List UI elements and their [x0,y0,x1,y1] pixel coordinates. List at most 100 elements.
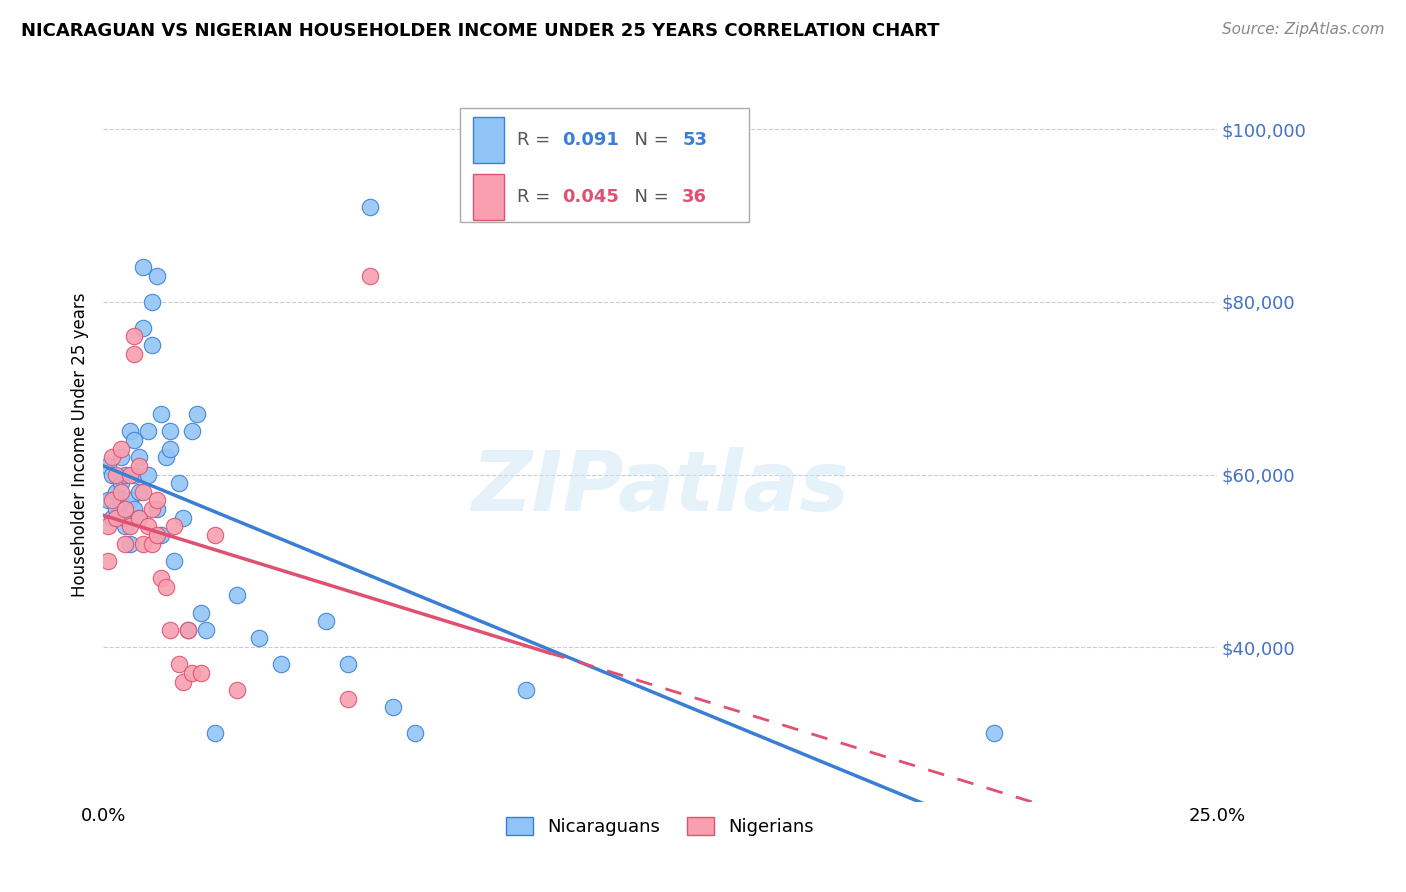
Point [97,519,120,533]
Point [315,614,337,628]
Point [128,510,150,524]
Point [132,484,155,499]
Point [181,665,204,680]
Text: N =: N = [623,188,675,206]
Point [141,295,163,310]
Point [163,519,186,533]
Point [186,407,208,421]
Point [136,519,159,533]
Point [181,425,204,439]
Point [114,502,136,516]
Point [124,502,146,516]
Point [124,347,146,361]
FancyBboxPatch shape [460,108,749,222]
Point [167,657,190,672]
Point [97,554,120,568]
Point [114,519,136,533]
Text: NICARAGUAN VS NIGERIAN HOUSEHOLDER INCOME UNDER 25 YEARS CORRELATION CHART: NICARAGUAN VS NIGERIAN HOUSEHOLDER INCOM… [21,22,939,40]
Point [359,200,381,214]
Point [128,458,150,473]
Text: 53: 53 [682,131,707,149]
Point [159,623,181,637]
Point [101,450,124,465]
Point [163,554,186,568]
Point [270,657,292,672]
Point [118,536,141,550]
Point [159,425,181,439]
Point [128,484,150,499]
Point [225,588,247,602]
Point [114,536,136,550]
Point [101,493,124,508]
Point [145,269,167,284]
Point [105,502,128,516]
Point [118,467,141,482]
Point [150,407,173,421]
Point [167,476,190,491]
Point [204,726,226,740]
Point [204,528,226,542]
Point [145,528,167,542]
Point [159,442,181,456]
Point [404,726,426,740]
Point [110,493,132,508]
Point [110,484,132,499]
FancyBboxPatch shape [472,117,505,163]
Point [172,510,194,524]
Point [145,502,167,516]
Y-axis label: Householder Income Under 25 years: Householder Income Under 25 years [72,292,89,597]
Point [141,338,163,352]
Point [337,657,360,672]
Point [172,674,194,689]
Point [128,450,150,465]
Point [177,623,200,637]
Text: R =: R = [517,131,557,149]
Point [132,536,155,550]
Point [118,519,141,533]
Point [105,510,128,524]
Point [132,260,155,275]
Point [101,510,124,524]
Point [983,726,1005,740]
Point [177,623,200,637]
Text: N =: N = [623,131,675,149]
Point [124,433,146,447]
Point [515,683,537,698]
Point [136,467,159,482]
Point [124,329,146,343]
Text: 36: 36 [682,188,707,206]
Point [132,321,155,335]
FancyBboxPatch shape [472,174,505,220]
Point [114,510,136,524]
Point [97,493,120,508]
Point [110,442,132,456]
Point [359,269,381,284]
Point [97,458,120,473]
Point [110,450,132,465]
Point [194,623,217,637]
Point [105,467,128,482]
Text: 0.045: 0.045 [562,188,619,206]
Point [150,571,173,585]
Text: ZIPatlas: ZIPatlas [471,447,849,528]
Point [141,536,163,550]
Point [114,467,136,482]
Point [381,700,404,714]
Point [150,528,173,542]
Point [145,493,167,508]
Point [105,484,128,499]
Point [247,632,270,646]
Point [155,580,177,594]
Text: 0.091: 0.091 [562,131,619,149]
Point [124,467,146,482]
Point [190,665,212,680]
Point [155,450,177,465]
Point [118,425,141,439]
Point [190,606,212,620]
Point [101,467,124,482]
Text: Source: ZipAtlas.com: Source: ZipAtlas.com [1222,22,1385,37]
Point [118,493,141,508]
Point [110,476,132,491]
Point [141,502,163,516]
Text: R =: R = [517,188,557,206]
